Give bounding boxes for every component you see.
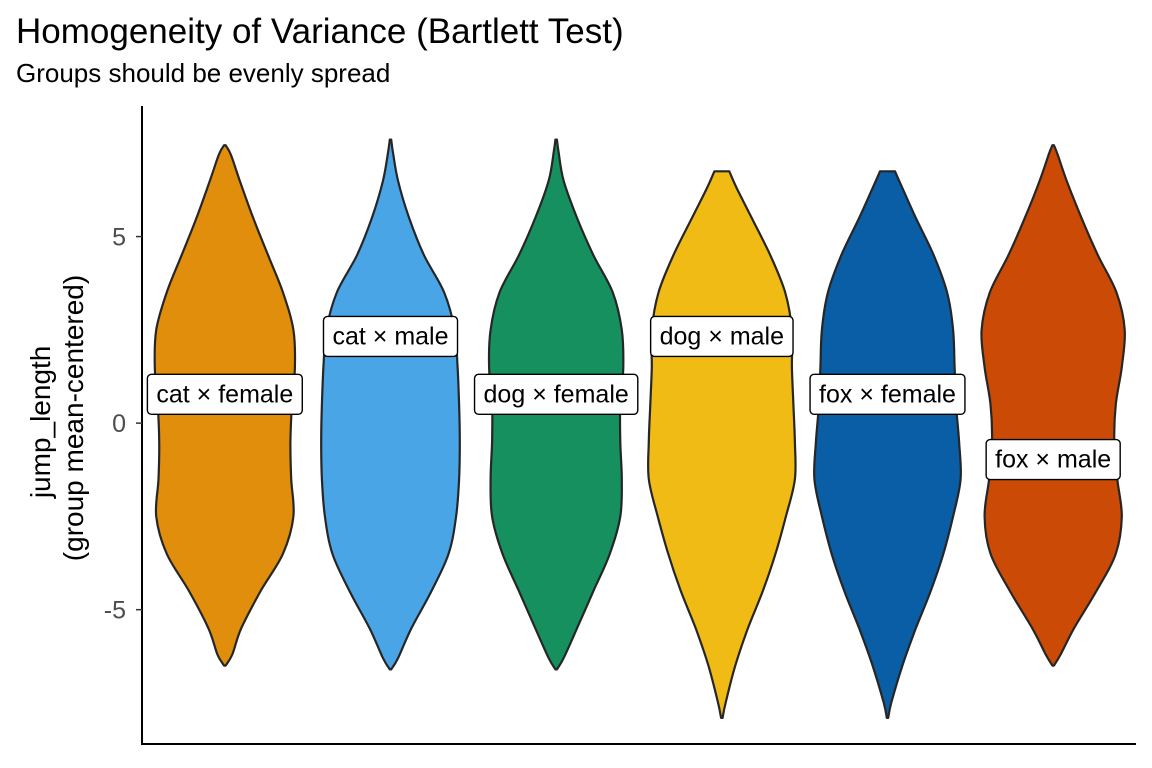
group-label-text: fox × female bbox=[819, 380, 956, 408]
violin-layer bbox=[153, 138, 1126, 719]
violin-dog-male bbox=[646, 170, 797, 719]
group-label-cat-female: cat × female bbox=[146, 373, 303, 415]
group-label-text: fox × male bbox=[995, 446, 1111, 474]
group-label-box bbox=[985, 438, 1121, 481]
group-label-dog-male: dog × male bbox=[649, 315, 794, 358]
y-axis-label-line2: (group mean-centered) bbox=[58, 275, 89, 561]
y-tick-layer: -5 0 5 bbox=[104, 224, 142, 625]
y-axis-label-line1: jump_length bbox=[25, 346, 56, 500]
violin-cat-male bbox=[320, 138, 461, 671]
violin-fox-female bbox=[813, 170, 962, 719]
group-label-text: cat × male bbox=[332, 322, 448, 350]
group-label-text: dog × male bbox=[660, 322, 784, 350]
group-label-fox-male: fox × male bbox=[985, 438, 1121, 481]
violin-fox-male bbox=[980, 144, 1126, 667]
group-label-text: cat × female bbox=[156, 380, 293, 408]
group-label-cat-male: cat × male bbox=[322, 315, 459, 358]
y-tick-label: -5 bbox=[104, 597, 126, 625]
group-label-box bbox=[146, 373, 303, 415]
y-tick-label: 0 bbox=[112, 410, 126, 438]
y-tick-label: 5 bbox=[112, 224, 126, 252]
group-label-fox-female: fox × female bbox=[809, 373, 966, 415]
group-label-box bbox=[809, 373, 966, 415]
group-label-text: dog × female bbox=[484, 380, 629, 408]
group-label-box bbox=[473, 373, 639, 415]
group-label-dog-female: dog × female bbox=[473, 373, 639, 415]
chart-title: Homogeneity of Variance (Bartlett Test) bbox=[16, 12, 624, 51]
y-axis-label: jump_length (group mean-centered) bbox=[25, 275, 89, 561]
group-label-layer: cat × female cat × male dog × female dog × … bbox=[146, 315, 1121, 481]
group-label-box bbox=[649, 315, 794, 358]
group-label-box bbox=[322, 315, 459, 358]
chart-subtitle: Groups should be evenly spread bbox=[16, 58, 391, 88]
